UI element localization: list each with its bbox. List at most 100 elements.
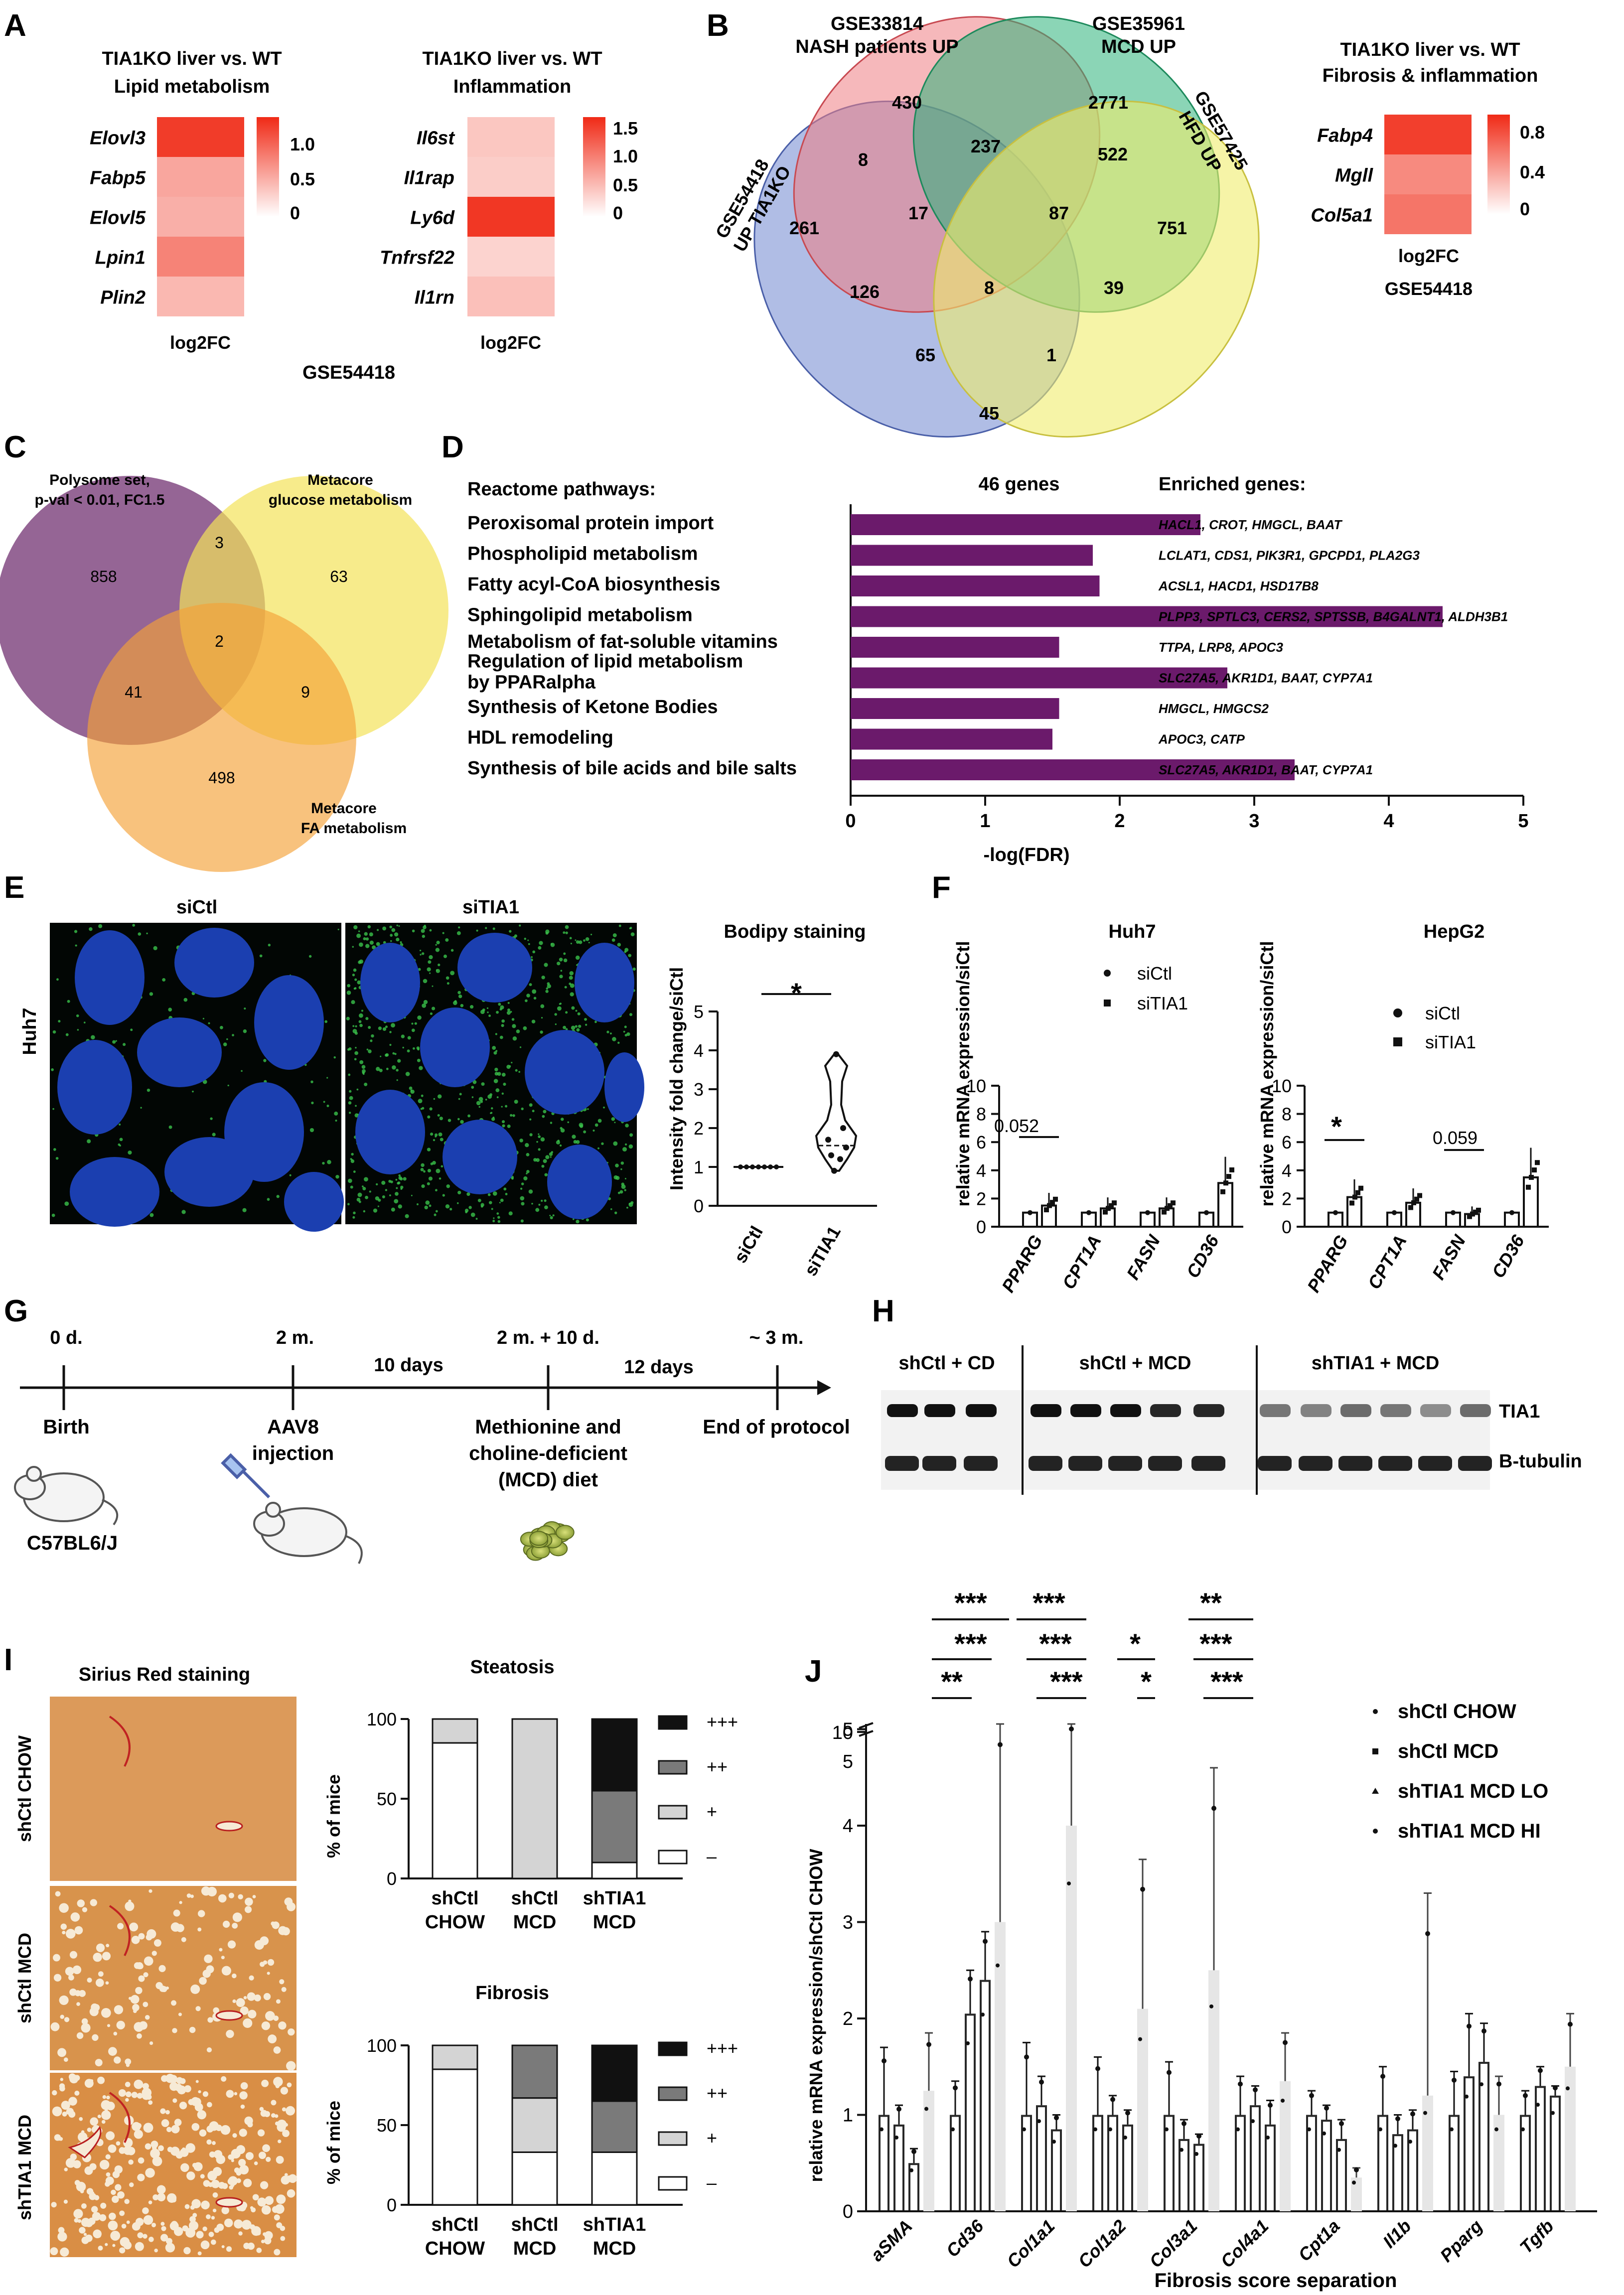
- lipid-droplet: [499, 1202, 501, 1204]
- lipid-droplet: [456, 1202, 459, 1204]
- sirius-fat-vacuole: [130, 1995, 140, 2004]
- panel-g-timeline: 0 d. 2 m. 2 m. + 10 d. ~ 3 m. 10 days 12…: [14, 1327, 850, 1564]
- lipid-droplet: [324, 1020, 328, 1023]
- sirius-fat-vacuole: [267, 1972, 270, 1975]
- lipid-droplet: [433, 1139, 436, 1142]
- lipid-droplet: [594, 1020, 597, 1023]
- stack-group-label: shCtl: [511, 1888, 559, 1909]
- stack-ytick-label: 0: [387, 2195, 397, 2215]
- lipid-droplet: [368, 1026, 371, 1029]
- lipid-droplet: [438, 1094, 442, 1099]
- j-legend-label: shCtl CHOW: [1398, 1701, 1516, 1722]
- sirius-fat-vacuole: [61, 2101, 70, 2110]
- lipid-droplet: [354, 1058, 357, 1061]
- bodipy-violin: [815, 1053, 858, 1172]
- j-point: [968, 1976, 973, 1982]
- j-bar-inner: [1094, 2117, 1101, 2210]
- lipid-droplet: [422, 1003, 427, 1008]
- sirius-fat-vacuole: [192, 2162, 197, 2168]
- lipid-droplet: [421, 929, 425, 933]
- sirius-fat-vacuole: [218, 1894, 227, 1903]
- sirius-fat-vacuole: [212, 2141, 216, 2145]
- j-point: [1481, 2028, 1486, 2034]
- lipid-droplet: [629, 1013, 633, 1016]
- sirius-fat-vacuole: [65, 2157, 76, 2168]
- lipid-droplet: [594, 1123, 598, 1127]
- sirius-fat-vacuole: [143, 2215, 153, 2225]
- lipid-droplet: [549, 1214, 551, 1217]
- venn4-count: 126: [850, 282, 880, 302]
- lipid-droplet: [435, 1136, 437, 1138]
- venn4-label-red-2: NASH patients UP: [795, 36, 958, 57]
- sirius-row-label: shCtl CHOW: [14, 1735, 35, 1842]
- lipid-droplet: [436, 1210, 438, 1213]
- stack-legend-label: –: [707, 1846, 717, 1866]
- sirius-fat-vacuole: [189, 2026, 196, 2033]
- j-point: [1022, 2127, 1026, 2132]
- sirius-fat-vacuole: [101, 2120, 106, 2124]
- lipid-droplet: [355, 1105, 357, 1107]
- lipid-droplet: [394, 1053, 397, 1055]
- lipid-droplet: [544, 1205, 548, 1210]
- j-point: [1425, 1931, 1430, 1936]
- lipid-droplet: [422, 952, 425, 955]
- j-gene-label: Cpt1a: [1294, 2216, 1344, 2266]
- venn4-count: 17: [908, 203, 928, 223]
- j-point: [1196, 2134, 1201, 2139]
- j-bar-inner: [1038, 2107, 1045, 2210]
- venn3-label-purple-2: p-val < 0.01, FC1.5: [35, 492, 165, 508]
- lipid-droplet: [628, 954, 631, 958]
- j-point: [1393, 2144, 1397, 2148]
- lipid-droplet: [560, 1128, 565, 1133]
- lipid-droplet: [500, 1005, 504, 1009]
- stack-ytick-label: 50: [377, 2115, 397, 2136]
- sirius-fat-vacuole: [69, 1951, 78, 1959]
- pathway-name: Synthesis of bile acids and bile salts: [467, 758, 797, 779]
- sirius-fat-vacuole: [191, 2097, 200, 2106]
- nucleus: [575, 943, 634, 1022]
- lipid-droplet: [506, 1010, 511, 1015]
- sirius-fat-vacuole: [175, 2151, 183, 2159]
- sirius-fat-vacuole: [148, 2200, 152, 2205]
- sirius-fat-vacuole: [125, 1901, 135, 1911]
- pathway-bars: 0 1 2 3 4 5 HACL1, CROT, HMGCL, BAAT LCLAT1, CD…: [467, 504, 1529, 832]
- lipid-droplet: [501, 1019, 505, 1023]
- sirius-fat-vacuole: [261, 2239, 265, 2244]
- lipid-droplet: [401, 1034, 405, 1038]
- sirius-fat-vacuole: [125, 2081, 131, 2087]
- lipid-droplet: [350, 1158, 352, 1160]
- lipid-droplet: [626, 1032, 630, 1036]
- lipid-droplet: [450, 971, 455, 976]
- stack-legend-label: ++: [707, 1756, 728, 1777]
- lipid-droplet: [457, 1118, 460, 1121]
- band-tia1: [1301, 1404, 1331, 1417]
- venn4-yellow: [933, 100, 1260, 438]
- sirius-fat-vacuole: [221, 1966, 231, 1976]
- f-point: [1529, 1174, 1534, 1180]
- sirius-fat-vacuole: [159, 1985, 166, 1992]
- heatmap-cell: [1384, 115, 1472, 154]
- heatmap-fibro-title-1: TIA1KO liver vs. WT: [1340, 39, 1520, 60]
- sirius-fat-vacuole: [280, 2236, 286, 2241]
- stack-ytick-label: 0: [387, 1868, 397, 1889]
- sirius-fat-vacuole: [208, 2232, 214, 2237]
- j-point: [1123, 2135, 1127, 2140]
- lipid-droplet: [386, 1067, 389, 1070]
- huh7-legend-sictl: siCtl: [1137, 963, 1172, 984]
- hepg2-ylabel: relative mRNA expression/siCtl: [1257, 941, 1277, 1207]
- sirius-fat-vacuole: [114, 2005, 124, 2014]
- lipid-droplet: [447, 1119, 451, 1122]
- sirius-fat-vacuole: [198, 2090, 201, 2094]
- huh7-ylabel: relative mRNA expression/siCtl: [953, 941, 973, 1207]
- sirius-fat-vacuole: [62, 2111, 67, 2117]
- lipid-droplet: [326, 1077, 328, 1079]
- j-bar-inner: [1552, 2097, 1559, 2210]
- f-point: [1145, 1210, 1150, 1215]
- timeline-end: End of protocol: [703, 1416, 850, 1438]
- lipid-droplet: [488, 1014, 491, 1017]
- lipid-droplet: [438, 963, 441, 967]
- lipid-droplet: [350, 1159, 355, 1163]
- j-point: [1209, 2004, 1213, 2008]
